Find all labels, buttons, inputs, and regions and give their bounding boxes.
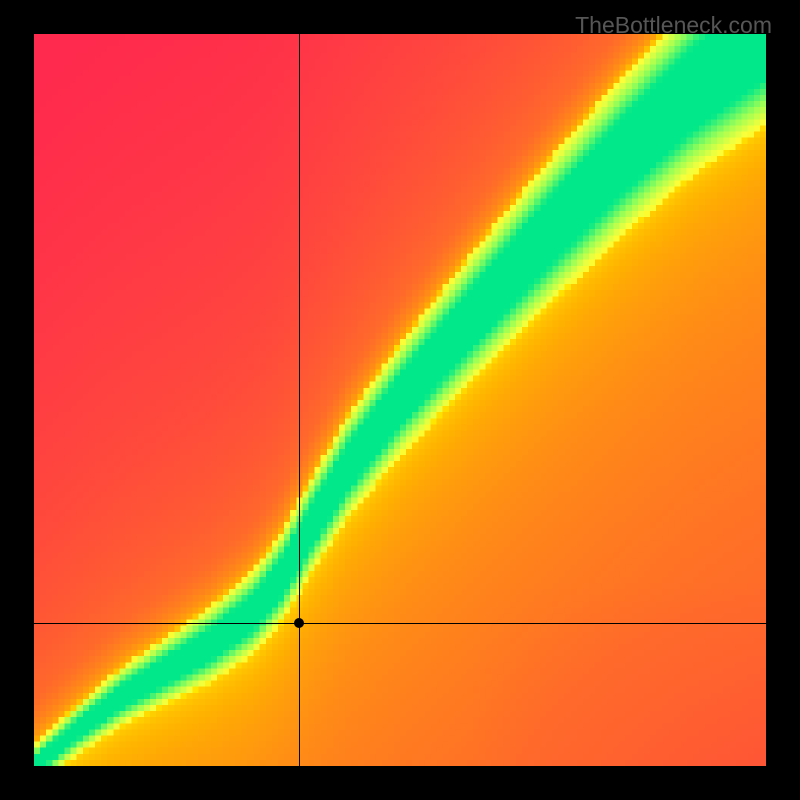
watermark-text: TheBottleneck.com: [575, 12, 772, 39]
heatmap-canvas: [34, 34, 766, 766]
marker-dot: [294, 618, 304, 628]
chart-container: TheBottleneck.com: [0, 0, 800, 800]
crosshair-horizontal: [34, 623, 766, 624]
crosshair-vertical: [299, 34, 300, 766]
